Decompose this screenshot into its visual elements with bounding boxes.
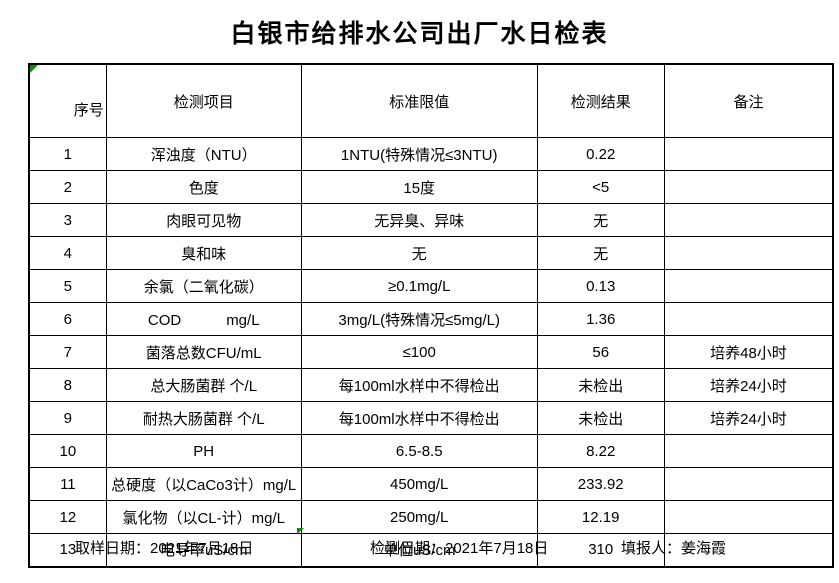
cell-limit: 1NTU(特殊情况≤3NTU) <box>300 137 538 171</box>
cell-result: 8.22 <box>536 434 665 468</box>
cell-seq: 11 <box>28 467 107 501</box>
cell-note <box>663 467 834 501</box>
cell-result: 0.22 <box>536 137 665 171</box>
cell-result: 310 <box>536 533 665 567</box>
cell-item: 浑浊度（NTU） <box>105 137 302 171</box>
cell-limit: 单位uS/cm <box>300 533 538 567</box>
cell-item: 总硬度（以CaCo3计）mg/L <box>105 467 302 501</box>
col-header-note: 备注 <box>663 63 834 138</box>
cell-limit: 每100ml水样中不得检出 <box>300 368 538 402</box>
col-header-item: 检测项目 <box>105 63 302 138</box>
table-row: 9 耐热大肠菌群 个/L 每100ml水样中不得检出 未检出 培养24小时 <box>28 401 834 435</box>
cell-item: PH <box>105 434 302 468</box>
table-row: 8 总大肠菌群 个/L 每100ml水样中不得检出 未检出 培养24小时 <box>28 368 834 402</box>
cell-seq: 2 <box>28 170 107 204</box>
cell-limit: 6.5-8.5 <box>300 434 538 468</box>
cell-seq: 13 <box>28 533 107 567</box>
cell-limit: ≤100 <box>300 335 538 369</box>
cell-result: 未检出 <box>536 401 665 435</box>
cell-note <box>663 137 834 171</box>
table-body: 1 浑浊度（NTU） 1NTU(特殊情况≤3NTU) 0.22 2 色度 15度 <5 3 肉眼可… <box>28 137 834 567</box>
cell-limit: 3mg/L(特殊情况≤5mg/L) <box>300 302 538 336</box>
cell-item: 总大肠菌群 个/L <box>105 368 302 402</box>
cell-note <box>663 302 834 336</box>
cell-result: 无 <box>536 236 665 270</box>
cell-note: 培养24小时 <box>663 368 834 402</box>
table-row: 11 总硬度（以CaCo3计）mg/L 450mg/L 233.92 <box>28 467 834 501</box>
cell-item: 菌落总数CFU/mL <box>105 335 302 369</box>
cell-note <box>663 500 834 534</box>
cell-result: 233.92 <box>536 467 665 501</box>
cell-seq: 3 <box>28 203 107 237</box>
page-title: 白银市给排水公司出厂水日检表 <box>230 20 609 48</box>
cell-limit: 每100ml水样中不得检出 <box>300 401 538 435</box>
cell-seq: 1 <box>28 137 107 171</box>
cell-item: 臭和味 <box>105 236 302 270</box>
table-row: 3 肉眼可见物 无异臭、异味无 <box>28 203 834 237</box>
cell-note <box>663 236 834 270</box>
table-row: 6 COD mg/L 3mg/L(特殊情况≤5mg/L) 1.36 <box>28 302 834 336</box>
cell-item: 肉眼可见物 <box>105 203 302 237</box>
cell-result: <5 <box>536 170 665 204</box>
table-row: 10 PH 6.5-8.5 8.22 <box>28 434 834 468</box>
cell-note <box>663 170 834 204</box>
cell-item: 电导率uS/cm <box>105 533 302 567</box>
cell-seq: 7 <box>28 335 107 369</box>
cell-result: 56 <box>536 335 665 369</box>
green-corner-marker-icon <box>30 65 38 73</box>
table-row: 4 臭和味无无 <box>28 236 834 270</box>
cell-note <box>663 533 834 567</box>
cell-result: 12.19 <box>536 500 665 534</box>
cell-limit: ≥0.1mg/L <box>300 269 538 303</box>
cell-seq: 10 <box>28 434 107 468</box>
table-row: 13 电导率uS/cm 单位uS/cm 310 <box>28 533 834 567</box>
cell-item: 色度 <box>105 170 302 204</box>
cell-limit: 250mg/L <box>300 500 538 534</box>
col-header-result: 检测结果 <box>536 63 665 138</box>
green-bottom-marker-icon <box>297 528 304 534</box>
cell-seq: 4 <box>28 236 107 270</box>
table-row: 7 菌落总数CFU/mL ≤100 56 培养48小时 <box>28 335 834 369</box>
cell-note: 培养24小时 <box>663 401 834 435</box>
cell-seq: 12 <box>28 500 107 534</box>
cell-result: 无 <box>536 203 665 237</box>
table-row: 2 色度 15度 <5 <box>28 170 834 204</box>
cell-note: 培养48小时 <box>663 335 834 369</box>
cell-result: 未检出 <box>536 368 665 402</box>
cell-result: 0.13 <box>536 269 665 303</box>
cell-item: 耐热大肠菌群 个/L <box>105 401 302 435</box>
cell-item: 氯化物（以CL-计）mg/L <box>105 500 302 534</box>
cell-seq: 5 <box>28 269 107 303</box>
cell-note <box>663 434 834 468</box>
cell-note <box>663 269 834 303</box>
cell-limit: 15度 <box>300 170 538 204</box>
col-header-seq-label: 序号 <box>73 102 104 119</box>
cell-seq: 8 <box>28 368 107 402</box>
cell-result: 1.36 <box>536 302 665 336</box>
col-header-seq: 序号 <box>28 63 107 138</box>
cell-item: 余氯（二氧化碳） <box>105 269 302 303</box>
table-row: 1 浑浊度（NTU） 1NTU(特殊情况≤3NTU) 0.22 <box>28 137 834 171</box>
cell-seq: 6 <box>28 302 107 336</box>
table-row: 12 氯化物（以CL-计）mg/L 250mg/L 12.19 <box>28 500 834 534</box>
daily-inspection-table: 序号 检测项目 标准限值 检测结果 备注 1 浑浊度（NTU） 1NTU(特殊情况≤… <box>28 63 835 568</box>
cell-item: COD mg/L <box>105 302 302 336</box>
cell-limit: 450mg/L <box>300 467 538 501</box>
table-row: 5 余氯（二氧化碳） ≥0.1mg/L 0.13 <box>28 269 834 303</box>
cell-seq: 9 <box>28 401 107 435</box>
header-row: 序号 检测项目 标准限值 检测结果 备注 <box>28 63 834 138</box>
cell-limit: 无异臭、异味 <box>300 203 538 237</box>
cell-limit: 无 <box>300 236 538 270</box>
cell-note <box>663 203 834 237</box>
col-header-limit: 标准限值 <box>300 63 538 138</box>
